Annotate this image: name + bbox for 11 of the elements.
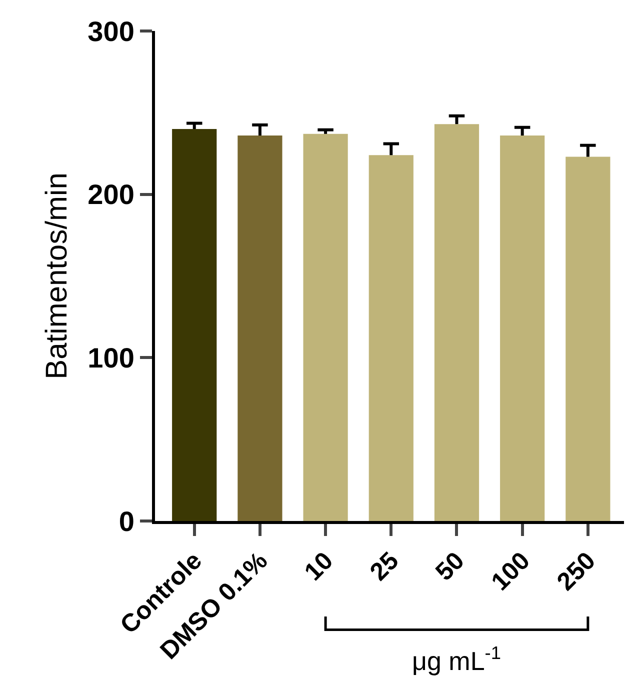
y-tick-label: 100 [88, 342, 134, 374]
x-tick-label: 10 [299, 546, 339, 586]
y-tick-label: 0 [118, 506, 134, 537]
x-tick-label: 50 [430, 546, 470, 586]
y-axis-title: Batimentos/min [40, 172, 74, 380]
x-tick-label: 100 [486, 546, 536, 596]
x-axis-title: μg mL$^{-1}$ [412, 643, 501, 676]
y-tick-label: 300 [88, 16, 134, 47]
y-tick-label: 200 [88, 179, 134, 210]
x-tick-label: 25 [364, 546, 404, 586]
x-tick-label: 250 [552, 546, 601, 596]
